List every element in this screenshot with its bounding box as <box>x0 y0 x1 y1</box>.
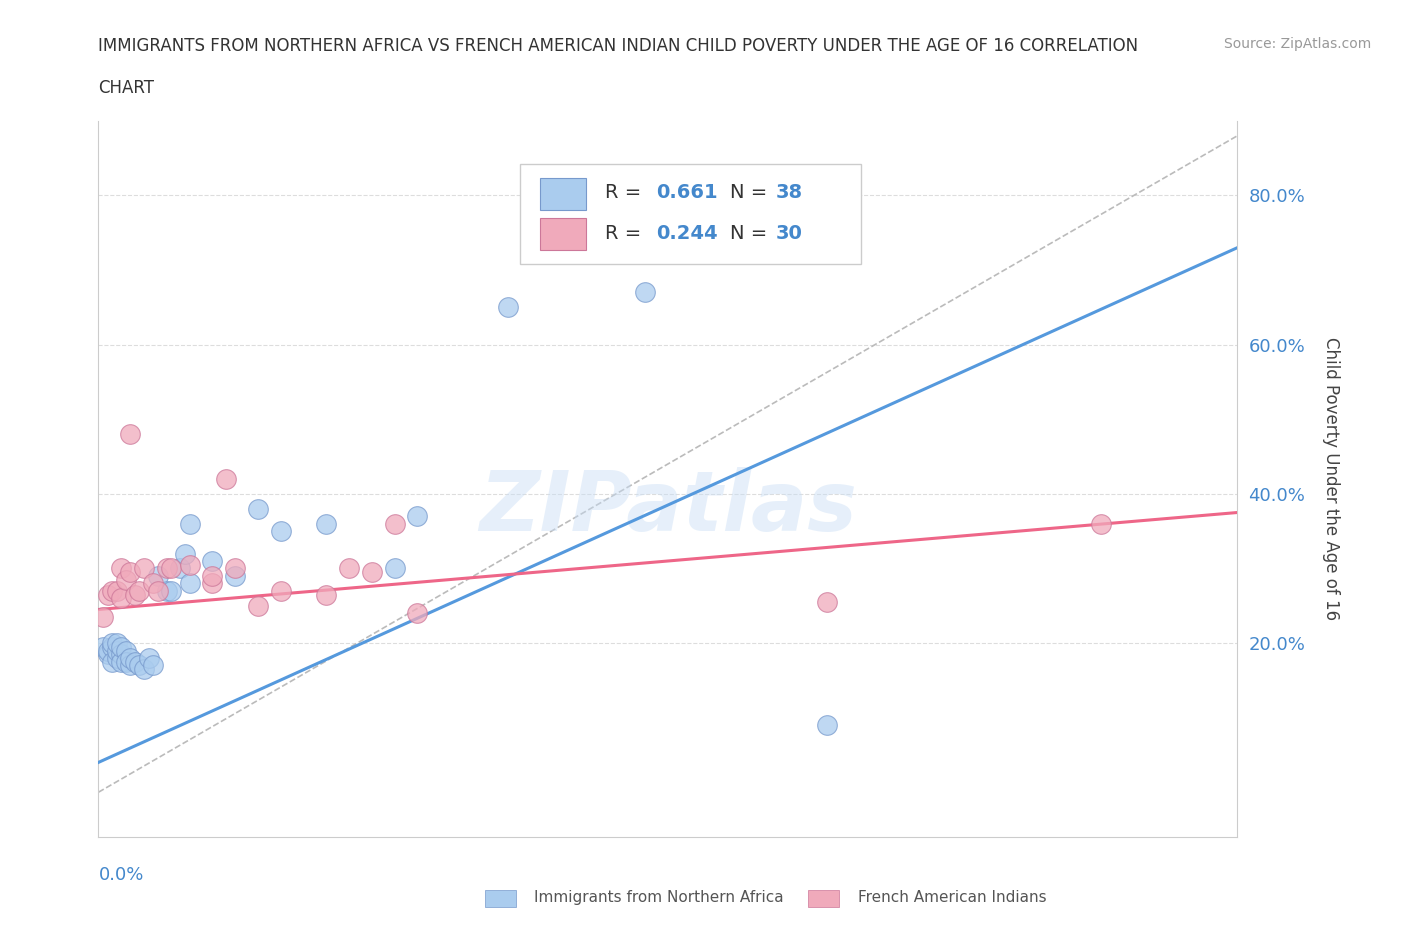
Point <box>120 427 142 442</box>
Point <box>110 646 132 661</box>
Point <box>124 587 146 602</box>
Point <box>101 655 124 670</box>
Text: R =: R = <box>605 183 648 202</box>
Point <box>815 718 838 733</box>
Point <box>406 509 429 524</box>
Point <box>179 576 201 591</box>
Point <box>156 561 179 576</box>
Point <box>120 565 142 579</box>
Point <box>96 643 118 658</box>
Text: N =: N = <box>731 224 773 243</box>
Point <box>360 565 382 579</box>
Point <box>96 646 118 661</box>
Point <box>132 662 155 677</box>
Point <box>224 568 246 583</box>
Text: ZIPatlas: ZIPatlas <box>479 467 856 548</box>
Bar <box>540 179 586 210</box>
Point <box>114 572 136 587</box>
Point <box>101 635 124 650</box>
Point <box>634 285 657 299</box>
Point <box>201 576 224 591</box>
Point <box>156 583 179 598</box>
Point <box>498 300 520 315</box>
Point <box>138 651 160 666</box>
Point <box>114 655 136 670</box>
Point <box>105 651 128 666</box>
Point <box>120 651 142 666</box>
Point <box>105 583 128 598</box>
Point <box>160 561 183 576</box>
Point <box>270 524 292 538</box>
Text: French American Indians: French American Indians <box>858 890 1046 905</box>
Point <box>384 561 406 576</box>
Point <box>315 516 337 531</box>
Point <box>406 605 429 620</box>
Y-axis label: Child Poverty Under the Age of 16: Child Poverty Under the Age of 16 <box>1322 338 1340 620</box>
Text: 30: 30 <box>776 224 803 243</box>
Point <box>337 561 360 576</box>
Point <box>101 583 124 598</box>
Point <box>114 643 136 658</box>
Point <box>110 639 132 654</box>
Point <box>815 594 838 609</box>
Point <box>160 583 183 598</box>
Point <box>201 568 224 583</box>
Point <box>105 635 128 650</box>
Point <box>128 658 150 673</box>
Text: R =: R = <box>605 224 648 243</box>
Point <box>146 583 169 598</box>
Text: 0.661: 0.661 <box>657 183 718 202</box>
Text: IMMIGRANTS FROM NORTHERN AFRICA VS FRENCH AMERICAN INDIAN CHILD POVERTY UNDER TH: IMMIGRANTS FROM NORTHERN AFRICA VS FRENC… <box>98 37 1139 55</box>
Point <box>179 516 201 531</box>
Point <box>224 561 246 576</box>
Bar <box>540 218 586 250</box>
Point <box>124 655 146 670</box>
Point <box>384 516 406 531</box>
Text: N =: N = <box>731 183 773 202</box>
Point <box>179 557 201 572</box>
Point <box>105 643 128 658</box>
Point <box>142 576 165 591</box>
Point <box>132 561 155 576</box>
FancyBboxPatch shape <box>520 164 862 264</box>
Point <box>101 639 124 654</box>
Point <box>246 501 269 516</box>
Point <box>169 561 191 576</box>
Point <box>91 639 114 654</box>
Point <box>246 598 269 613</box>
Point <box>110 655 132 670</box>
Point <box>96 587 118 602</box>
Point <box>91 609 114 624</box>
Text: Immigrants from Northern Africa: Immigrants from Northern Africa <box>534 890 785 905</box>
Point <box>201 553 224 568</box>
Text: 38: 38 <box>776 183 803 202</box>
Point <box>142 658 165 673</box>
Point <box>215 472 238 486</box>
Text: CHART: CHART <box>98 79 155 97</box>
Point <box>146 568 169 583</box>
Point <box>128 583 150 598</box>
Point <box>315 587 337 602</box>
Point <box>110 561 132 576</box>
Point <box>1090 516 1112 531</box>
Point <box>174 546 197 561</box>
Point <box>110 591 132 605</box>
Point <box>270 583 292 598</box>
Text: Source: ZipAtlas.com: Source: ZipAtlas.com <box>1223 37 1371 51</box>
Text: 0.0%: 0.0% <box>98 866 143 884</box>
Point <box>120 658 142 673</box>
Text: 0.244: 0.244 <box>657 224 718 243</box>
